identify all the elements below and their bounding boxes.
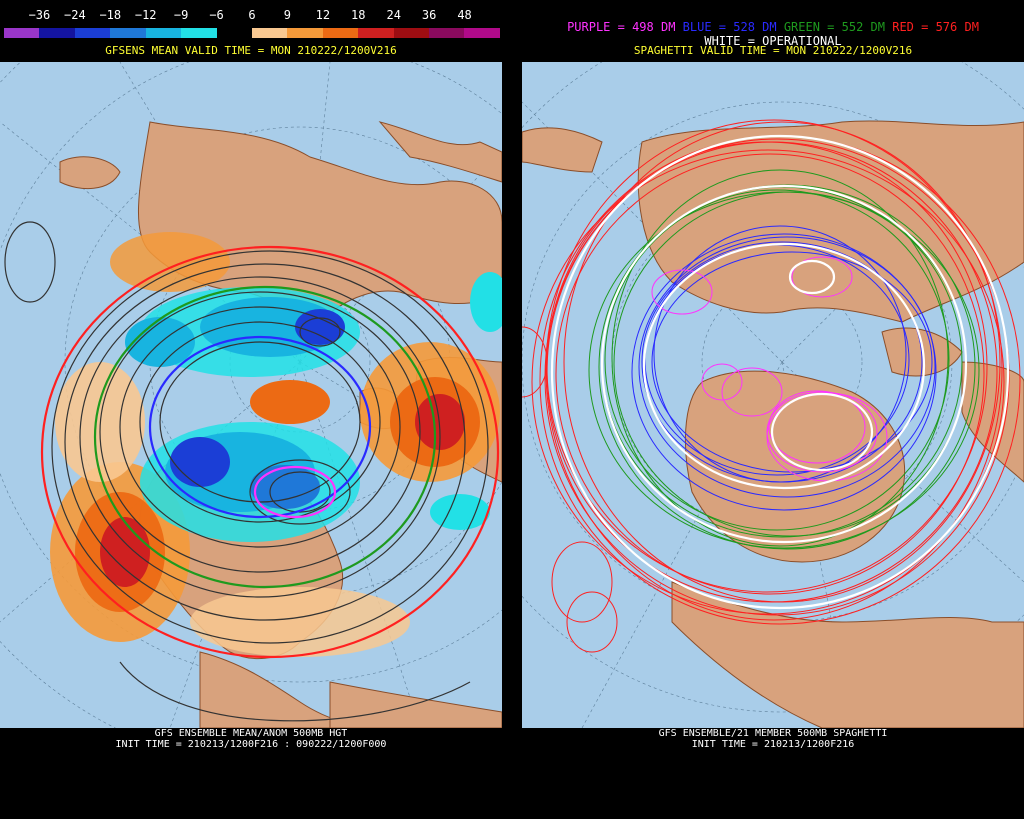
spaghetti-footer-title: GFS ENSEMBLE/21 MEMBER 500MB SPAGHETTI — [658, 728, 888, 739]
ensemble-mean-panel: −36 −24 −18 −12 −9 −6 6 9 12 18 24 36 48 GFSENS MEAN… — [0, 0, 502, 819]
colorbar-label: 48 — [457, 8, 472, 22]
land-masses — [522, 120, 1024, 728]
colorbar-swatches — [4, 28, 500, 38]
height-contours — [4, 221, 489, 722]
colorbar-swatch — [429, 28, 465, 38]
colorbar-swatch — [110, 28, 146, 38]
mean-anomaly-map[interactable] — [0, 62, 502, 728]
contour-legend: PURPLE = 498 DM BLUE = 528 DM GREEN = 55… — [522, 20, 1024, 34]
anomaly-shading — [50, 232, 502, 657]
colorbar-label: −6 — [209, 8, 224, 22]
colorbar-label: −9 — [173, 8, 189, 22]
colorbar-swatch — [74, 28, 111, 38]
colorbar-label: −12 — [134, 8, 157, 22]
key-contours — [40, 245, 500, 659]
colorbar-swatch — [287, 28, 323, 38]
colorbar-swatch — [358, 28, 394, 38]
spaghetti-footer-init-time: INIT TIME = 210213/1200F216 — [691, 739, 855, 750]
colorbar-swatch — [322, 28, 359, 38]
legend-purple: PURPLE = 498 DM — [567, 20, 676, 34]
colorbar-swatch — [251, 28, 288, 38]
colorbar-label: 9 — [283, 8, 292, 22]
colorbar-swatch — [4, 28, 40, 38]
spaghetti-panel: PURPLE = 498 DM BLUE = 528 DM GREEN = 55… — [522, 0, 1024, 819]
anomaly-colorbar: −36 −24 −18 −12 −9 −6 6 9 12 18 24 36 48 — [4, 4, 500, 38]
panel-divider — [502, 0, 522, 819]
colorbar-swatch — [145, 28, 182, 38]
legend-blue: BLUE = 528 DM — [682, 20, 777, 34]
colorbar-swatch — [181, 28, 217, 38]
spaghetti-map[interactable] — [522, 62, 1024, 728]
spaghetti-map-svg — [522, 62, 1024, 728]
colorbar-label: 36 — [421, 8, 437, 22]
mean-anomaly-map-svg — [0, 62, 502, 728]
colorbar-swatch — [464, 28, 500, 38]
mean-footer-title: GFS ENSEMBLE MEAN/ANOM 500MB HGT — [154, 728, 348, 739]
spaghetti-valid-time-title: SPAGHETTI VALID TIME = MON 210222/1200V2… — [633, 44, 913, 57]
colorbar-label: 24 — [386, 8, 401, 22]
colorbar-label: −36 — [28, 8, 51, 22]
colorbar-swatch — [216, 28, 252, 38]
colorbar-label: 18 — [351, 8, 366, 22]
mean-valid-time-title: GFSENS MEAN VALID TIME = MON 210222/1200… — [105, 44, 397, 57]
legend-red: RED = 576 DM — [892, 20, 979, 34]
colorbar-label: −24 — [64, 8, 86, 22]
colorbar-swatch — [39, 28, 75, 38]
operational-contours — [550, 134, 1010, 610]
spaghetti-contours — [522, 119, 1021, 653]
mean-footer-init-time: INIT TIME = 210213/1200F216 : 090222/120… — [115, 739, 387, 750]
legend-green: GREEN = 552 DM — [783, 20, 885, 34]
green-552dm-members — [588, 169, 980, 550]
colorbar-labels: −36 −24 −18 −12 −9 −6 6 9 12 18 24 36 48 — [4, 4, 500, 22]
colorbar-label: 12 — [315, 8, 331, 22]
legend-white-operational: WHITE = OPERATIONAL — [704, 34, 842, 48]
colorbar-swatch — [393, 28, 430, 38]
colorbar-label: −18 — [99, 8, 122, 22]
colorbar-label: 6 — [248, 8, 256, 22]
